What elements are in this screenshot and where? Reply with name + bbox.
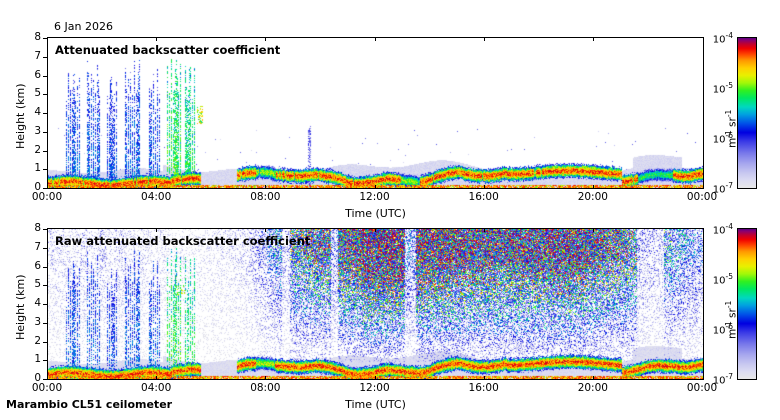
- xtick-label-raw-attenuated-backscatter-5: 20:00: [577, 382, 608, 394]
- colorbar-tick-raw-attenuated-backscatter-0: 10-4: [712, 222, 733, 237]
- xtick-mark-top: [156, 37, 157, 41]
- xtick-mark-top: [375, 228, 376, 232]
- panel-raw-attenuated-backscatter: Raw attenuated backscatter coefficient: [47, 228, 704, 380]
- heatmap-canvas-raw-attenuated-backscatter: [48, 229, 703, 379]
- xtick-label-attenuated-backscatter-6: 00:00: [686, 191, 718, 203]
- ytick-mark: [43, 248, 47, 249]
- xtick-mark-top: [156, 228, 157, 232]
- xtick-mark-top: [375, 37, 376, 41]
- ytick-label-attenuated-backscatter-8: 8: [34, 31, 41, 43]
- ytick-mark: [43, 285, 47, 286]
- xtick-label-attenuated-backscatter-2: 08:00: [250, 191, 281, 203]
- xtick-mark-bottom: [593, 185, 594, 189]
- xtick-mark-top: [484, 37, 485, 41]
- xtick-mark-bottom: [593, 376, 594, 380]
- xtick-label-raw-attenuated-backscatter-1: 04:00: [141, 382, 172, 394]
- colorbar-tick-raw-attenuated-backscatter-1: 10-5: [712, 272, 733, 287]
- xlabel-attenuated-backscatter: Time (UTC): [345, 207, 406, 220]
- xtick-label-raw-attenuated-backscatter-0: 00:00: [31, 382, 63, 394]
- xtick-label-attenuated-backscatter-1: 04:00: [141, 191, 172, 203]
- colorbar-tick-attenuated-backscatter-3: 10-7: [712, 181, 733, 196]
- plot-area-raw-attenuated-backscatter[interactable]: [47, 228, 704, 380]
- xtick-label-raw-attenuated-backscatter-4: 16:00: [468, 382, 499, 394]
- xtick-mark-bottom: [375, 376, 376, 380]
- colorbar-unit-attenuated-backscatter: m-1 sr-1: [724, 109, 739, 148]
- ytick-mark: [43, 113, 47, 114]
- xtick-label-raw-attenuated-backscatter-3: 12:00: [359, 382, 390, 394]
- ytick-label-attenuated-backscatter-3: 3: [34, 124, 41, 137]
- heatmap-canvas-attenuated-backscatter: [48, 38, 703, 188]
- ytick-mark: [43, 132, 47, 133]
- xtick-mark-top: [265, 228, 266, 232]
- colorbar-tick-attenuated-backscatter-2: 10-6: [712, 131, 733, 146]
- ytick-label-raw-attenuated-backscatter-1: 1: [34, 353, 41, 366]
- ylabel-attenuated-backscatter: Height (km): [14, 83, 27, 149]
- xtick-label-attenuated-backscatter-4: 16:00: [468, 191, 499, 203]
- ytick-label-raw-attenuated-backscatter-4: 4: [34, 297, 41, 309]
- xtick-mark-top: [593, 228, 594, 232]
- colorbar-unit-raw-attenuated-backscatter: m-1 sr-1: [724, 300, 739, 339]
- ytick-mark: [43, 169, 47, 170]
- ytick-label-raw-attenuated-backscatter-6: 6: [34, 259, 41, 272]
- colorbar-raw-attenuated-backscatter: [737, 228, 757, 380]
- ytick-mark: [43, 38, 47, 39]
- colorbar-tick-attenuated-backscatter-1: 10-5: [712, 81, 733, 96]
- colorbar-tick-attenuated-backscatter-0: 10-4: [712, 31, 733, 46]
- xtick-mark-bottom: [265, 185, 266, 189]
- ytick-mark: [43, 188, 47, 189]
- panel-attenuated-backscatter: Attenuated backscatter coefficient: [47, 37, 704, 189]
- xtick-mark-bottom: [265, 376, 266, 380]
- ytick-label-attenuated-backscatter-2: 2: [34, 143, 41, 156]
- ytick-label-attenuated-backscatter-1: 1: [34, 162, 41, 175]
- ytick-label-attenuated-backscatter-0: 0: [34, 181, 41, 193]
- xtick-label-raw-attenuated-backscatter-2: 08:00: [250, 382, 281, 394]
- colorbar-tick-raw-attenuated-backscatter-2: 10-6: [712, 322, 733, 337]
- xtick-label-attenuated-backscatter-3: 12:00: [359, 191, 390, 203]
- ytick-mark: [43, 304, 47, 305]
- ytick-mark: [43, 360, 47, 361]
- xtick-mark-top: [265, 37, 266, 41]
- colorbar-tick-raw-attenuated-backscatter-3: 10-7: [712, 372, 733, 387]
- ytick-label-raw-attenuated-backscatter-8: 8: [34, 222, 41, 234]
- ytick-label-raw-attenuated-backscatter-2: 2: [34, 334, 41, 347]
- ytick-mark: [43, 57, 47, 58]
- ytick-label-raw-attenuated-backscatter-5: 5: [34, 278, 41, 291]
- ytick-label-raw-attenuated-backscatter-3: 3: [34, 315, 41, 328]
- date-stamp: 6 Jan 2026: [54, 20, 113, 33]
- xtick-mark-bottom: [156, 185, 157, 189]
- ytick-mark: [43, 267, 47, 268]
- ytick-label-attenuated-backscatter-7: 7: [34, 49, 41, 62]
- xtick-mark-bottom: [375, 185, 376, 189]
- xlabel-raw-attenuated-backscatter: Time (UTC): [345, 398, 406, 411]
- ytick-label-attenuated-backscatter-5: 5: [34, 87, 41, 100]
- colorbar-attenuated-backscatter: [737, 37, 757, 189]
- xtick-mark-bottom: [484, 376, 485, 380]
- ytick-label-attenuated-backscatter-4: 4: [34, 106, 41, 118]
- xtick-mark-bottom: [484, 185, 485, 189]
- xtick-mark-top: [593, 37, 594, 41]
- ytick-label-raw-attenuated-backscatter-7: 7: [34, 240, 41, 253]
- xtick-mark-bottom: [156, 376, 157, 380]
- site-caption: Marambio CL51 ceilometer: [6, 398, 173, 411]
- ytick-mark: [43, 379, 47, 380]
- ytick-mark: [43, 229, 47, 230]
- xtick-label-raw-attenuated-backscatter-6: 00:00: [686, 382, 718, 394]
- ytick-label-raw-attenuated-backscatter-0: 0: [34, 372, 41, 384]
- ytick-mark: [43, 76, 47, 77]
- plot-area-attenuated-backscatter[interactable]: [47, 37, 704, 189]
- xtick-label-attenuated-backscatter-5: 20:00: [577, 191, 608, 203]
- xtick-mark-top: [484, 228, 485, 232]
- ylabel-raw-attenuated-backscatter: Height (km): [14, 274, 27, 340]
- xtick-label-attenuated-backscatter-0: 00:00: [31, 191, 63, 203]
- ytick-mark: [43, 94, 47, 95]
- ytick-mark: [43, 342, 47, 343]
- ytick-mark: [43, 151, 47, 152]
- ytick-label-attenuated-backscatter-6: 6: [34, 68, 41, 81]
- ytick-mark: [43, 323, 47, 324]
